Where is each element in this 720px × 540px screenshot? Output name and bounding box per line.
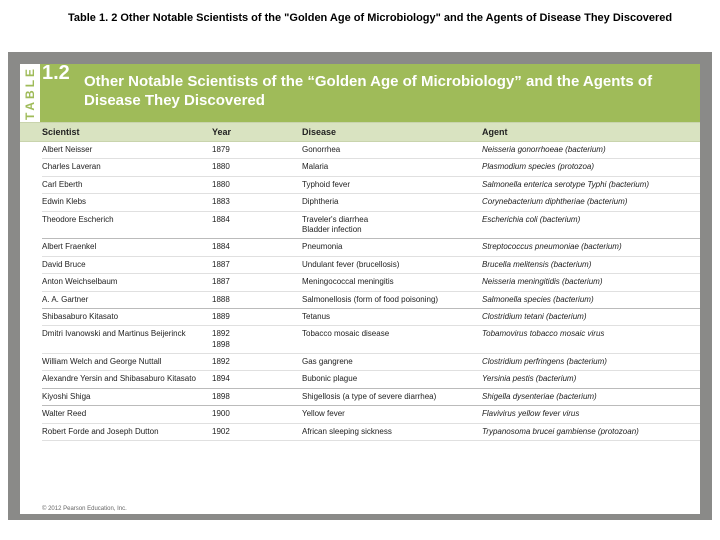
cell-disease: Pneumonia [302, 242, 482, 252]
cell-disease: Gas gangrene [302, 357, 482, 367]
cell-disease: Typhoid fever [302, 180, 482, 190]
cell-disease: Meningococcal meningitis [302, 277, 482, 287]
page-caption: Table 1. 2 Other Notable Scientists of t… [0, 0, 720, 24]
cell-agent: Clostridium perfringens (bacterium) [482, 357, 690, 367]
cell-agent: Yersinia pestis (bacterium) [482, 374, 690, 384]
table-row: Walter Reed1900Yellow feverFlavivirus ye… [42, 406, 700, 423]
table-row: Kiyoshi Shiga1898Shigellosis (a type of … [42, 389, 700, 406]
cell-scientist: David Bruce [42, 260, 212, 270]
cell-scientist: Anton Weichselbaum [42, 277, 212, 287]
cell-year: 1892 [212, 357, 302, 367]
cell-agent: Clostridium tetani (bacterium) [482, 312, 690, 322]
table-row: Alexandre Yersin and Shibasaburo Kitasat… [42, 371, 700, 388]
col-scientist: Scientist [42, 127, 212, 137]
table-row: Albert Neisser1879GonorrheaNeisseria gon… [42, 142, 700, 159]
cell-disease: Bubonic plague [302, 374, 482, 384]
cell-year: 1892 1898 [212, 329, 302, 350]
cell-year: 1888 [212, 295, 302, 305]
cell-disease: Salmonellosis (form of food poisoning) [302, 295, 482, 305]
cell-agent: Salmonella species (bacterium) [482, 295, 690, 305]
table-row: Charles Laveran1880MalariaPlasmodium spe… [42, 159, 700, 176]
cell-year: 1894 [212, 374, 302, 384]
cell-scientist: Albert Neisser [42, 145, 212, 155]
cell-agent: Brucella melitensis (bacterium) [482, 260, 690, 270]
column-header-row: Scientist Year Disease Agent [20, 122, 700, 142]
cell-scientist: Shibasaburo Kitasato [42, 312, 212, 322]
table-row: Edwin Klebs1883DiphtheriaCorynebacterium… [42, 194, 700, 211]
cell-scientist: Walter Reed [42, 409, 212, 419]
cell-year: 1880 [212, 162, 302, 172]
cell-year: 1898 [212, 392, 302, 402]
cell-agent: Trypanosoma brucei gambiense (protozoan) [482, 427, 690, 437]
cell-disease: Gonorrhea [302, 145, 482, 155]
cell-year: 1887 [212, 277, 302, 287]
slide-frame: TABLE 1.2 Other Notable Scientists of th… [8, 52, 712, 520]
cell-scientist: William Welch and George Nuttall [42, 357, 212, 367]
col-agent: Agent [482, 127, 690, 137]
cell-scientist: Alexandre Yersin and Shibasaburo Kitasat… [42, 374, 212, 384]
cell-scientist: Dmitri Ivanowski and Martinus Beijerinck [42, 329, 212, 350]
table-row: Theodore Escherich1884Traveler's diarrhe… [42, 212, 700, 240]
table-header-band: TABLE 1.2 Other Notable Scientists of th… [20, 64, 700, 122]
cell-agent: Plasmodium species (protozoa) [482, 162, 690, 172]
table-row: Dmitri Ivanowski and Martinus Beijerinck… [42, 326, 700, 354]
cell-scientist: Edwin Klebs [42, 197, 212, 207]
cell-agent: Flavivirus yellow fever virus [482, 409, 690, 419]
cell-year: 1880 [212, 180, 302, 190]
col-disease: Disease [302, 127, 482, 137]
cell-year: 1900 [212, 409, 302, 419]
cell-scientist: Albert Fraenkel [42, 242, 212, 252]
col-year: Year [212, 127, 302, 137]
cell-disease: Tobacco mosaic disease [302, 329, 482, 350]
table-title: Other Notable Scientists of the “Golden … [84, 73, 690, 111]
cell-year: 1884 [212, 242, 302, 252]
table-vertical-label: TABLE [20, 64, 40, 122]
cell-agent: Salmonella enterica serotype Typhi (bact… [482, 180, 690, 190]
cell-disease: Undulant fever (brucellosis) [302, 260, 482, 270]
cell-scientist: Theodore Escherich [42, 215, 212, 236]
cell-agent: Neisseria meningitidis (bacterium) [482, 277, 690, 287]
table-row: Albert Fraenkel1884PneumoniaStreptococcu… [42, 239, 700, 256]
table-row: David Bruce1887Undulant fever (brucellos… [42, 257, 700, 274]
table-vertical-text: TABLE [23, 66, 37, 120]
table-body: Albert Neisser1879GonorrheaNeisseria gon… [20, 142, 700, 504]
cell-year: 1902 [212, 427, 302, 437]
cell-disease: Malaria [302, 162, 482, 172]
cell-scientist: Kiyoshi Shiga [42, 392, 212, 402]
cell-agent: Shigella dysenteriae (bacterium) [482, 392, 690, 402]
cell-scientist: Charles Laveran [42, 162, 212, 172]
cell-disease: Shigellosis (a type of severe diarrhea) [302, 392, 482, 402]
cell-disease: Tetanus [302, 312, 482, 322]
cell-agent: Tobamovirus tobacco mosaic virus [482, 329, 690, 350]
table-row: William Welch and George Nuttall1892Gas … [42, 354, 700, 371]
table-row: A. A. Gartner1888Salmonellosis (form of … [42, 292, 700, 309]
cell-scientist: Robert Forde and Joseph Dutton [42, 427, 212, 437]
table-row: Robert Forde and Joseph Dutton1902Africa… [42, 424, 700, 441]
table-number: 1.2 [42, 62, 70, 85]
cell-agent: Escherichia coli (bacterium) [482, 215, 690, 236]
cell-scientist: A. A. Gartner [42, 295, 212, 305]
table-card: TABLE 1.2 Other Notable Scientists of th… [20, 64, 700, 514]
cell-disease: Diphtheria [302, 197, 482, 207]
cell-agent: Neisseria gonorrhoeae (bacterium) [482, 145, 690, 155]
table-row: Anton Weichselbaum1887Meningococcal meni… [42, 274, 700, 291]
cell-year: 1884 [212, 215, 302, 236]
cell-agent: Corynebacterium diphtheriae (bacterium) [482, 197, 690, 207]
copyright: © 2012 Pearson Education, Inc. [20, 504, 700, 514]
cell-scientist: Carl Eberth [42, 180, 212, 190]
cell-disease: Yellow fever [302, 409, 482, 419]
cell-year: 1889 [212, 312, 302, 322]
cell-year: 1879 [212, 145, 302, 155]
cell-year: 1887 [212, 260, 302, 270]
cell-disease: Traveler's diarrhea Bladder infection [302, 215, 482, 236]
cell-disease: African sleeping sickness [302, 427, 482, 437]
table-row: Shibasaburo Kitasato1889TetanusClostridi… [42, 309, 700, 326]
cell-agent: Streptococcus pneumoniae (bacterium) [482, 242, 690, 252]
table-row: Carl Eberth1880Typhoid feverSalmonella e… [42, 177, 700, 194]
cell-year: 1883 [212, 197, 302, 207]
